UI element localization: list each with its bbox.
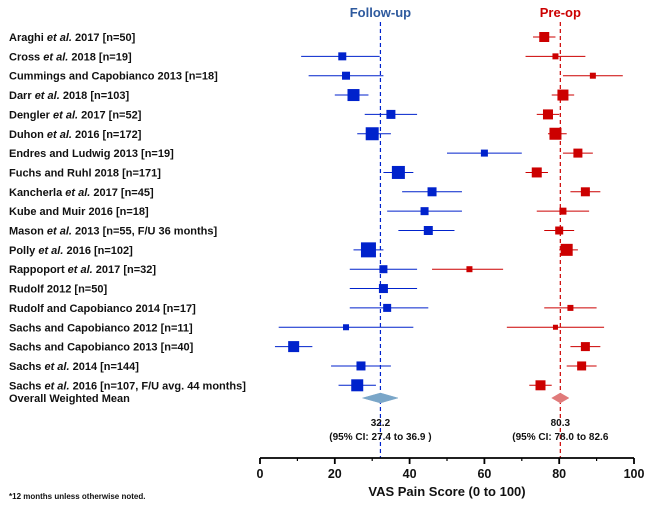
preop-point <box>573 148 583 158</box>
study-label: Sachs and Capobianco 2012 [n=11] <box>9 322 193 334</box>
study-label: Duhon et al. 2016 [n=172] <box>9 129 142 141</box>
preop-overall-value: 80.3 <box>551 418 571 429</box>
preop-point <box>589 72 596 79</box>
study-label: Mason et al. 2013 [n=55, F/U 36 months] <box>9 226 218 238</box>
followup-point <box>427 187 437 197</box>
study-label: Fuchs and Ruhl 2018 [n=171] <box>9 167 161 179</box>
followup-point <box>383 303 392 312</box>
followup-point <box>420 207 429 216</box>
x-tick-label: 60 <box>477 467 491 481</box>
followup-point <box>347 89 360 102</box>
x-axis: 0 20 40 60 80 100 VAS Pain Score (0 to 100) *12… <box>9 457 645 501</box>
study-label: Kube and Muir 2016 [n=18] <box>9 206 149 218</box>
x-axis-label: VAS Pain Score (0 to 100) <box>368 484 525 499</box>
preop-point <box>557 89 569 101</box>
preop-point <box>567 304 574 311</box>
study-label: Rudolf 2012 [n=50] <box>9 284 107 296</box>
x-tick-label: 40 <box>403 467 417 481</box>
followup-header: Follow-up <box>350 5 411 20</box>
preop-point <box>542 109 553 120</box>
preop-point <box>555 226 564 235</box>
preop-point <box>535 380 546 391</box>
x-tick-label: 100 <box>624 467 645 481</box>
preop-point <box>580 342 590 352</box>
followup-overall-diamond <box>361 392 399 404</box>
reference-lines: Follow-up Pre-op <box>350 5 581 458</box>
overall-weighted-mean: Overall Weighted Mean 32.2 (95% CI: 27.4 t… <box>9 392 609 443</box>
study-label: Araghi et al. 2017 [n=50] <box>9 32 136 44</box>
followup-point <box>360 242 376 258</box>
study-label: Cross et al. 2018 [n=19] <box>9 51 132 63</box>
overall-label: Overall Weighted Mean <box>9 393 130 405</box>
followup-point <box>379 265 388 274</box>
followup-point <box>365 127 379 141</box>
study-label: Darr et al. 2018 [n=103] <box>9 90 130 102</box>
study-label: Kancherla et al. 2017 [n=45] <box>9 187 154 199</box>
followup-point <box>480 149 488 157</box>
x-tick-label: 20 <box>328 467 342 481</box>
study-label: Sachs et al. 2014 [n=144] <box>9 361 139 373</box>
followup-point <box>288 341 300 353</box>
preop-point <box>466 266 473 273</box>
preop-header: Pre-op <box>540 5 581 20</box>
study-label: Rudolf and Capobianco 2014 [n=17] <box>9 303 196 315</box>
followup-point <box>356 361 366 371</box>
study-label: Sachs and Capobianco 2013 [n=40] <box>9 342 194 354</box>
followup-point <box>423 226 433 235</box>
followup-point <box>343 324 350 331</box>
preop-overall-diamond <box>551 392 570 404</box>
preop-point <box>577 361 587 371</box>
preop-point <box>549 127 562 140</box>
preop-point <box>531 167 542 178</box>
preop-point <box>580 187 590 197</box>
followup-point <box>378 284 388 294</box>
study-marks <box>274 32 623 392</box>
x-tick-label: 0 <box>257 467 264 481</box>
preop-point <box>539 32 550 42</box>
study-label: Endres and Ludwig 2013 [n=19] <box>9 148 174 160</box>
preop-point <box>552 53 559 60</box>
followup-point <box>351 379 364 392</box>
study-label: Cummings and Capobianco 2013 [n=18] <box>9 71 218 83</box>
preop-point <box>559 207 567 215</box>
study-label: Rappoport et al. 2017 [n=32] <box>9 264 156 276</box>
followup-point <box>338 52 347 61</box>
footnote: *12 months unless otherwise noted. <box>9 492 145 501</box>
followup-point <box>386 109 396 119</box>
study-label: Sachs et al. 2016 [n=107, F/U avg. 44 mo… <box>9 380 246 392</box>
x-tick-label: 80 <box>552 467 566 481</box>
preop-overall-ci: (95% CI: 78.0 to 82.6 <box>512 432 609 443</box>
preop-point <box>560 243 573 256</box>
study-label: Polly et al. 2016 [n=102] <box>9 245 133 257</box>
followup-point <box>342 71 351 80</box>
study-label: Dengler et al. 2017 [n=52] <box>9 109 142 121</box>
followup-point <box>391 165 405 179</box>
preop-point <box>552 324 558 330</box>
followup-overall-value: 32.2 <box>371 418 391 429</box>
study-labels: Araghi et al. 2017 [n=50] Cross et al. 20… <box>9 32 246 392</box>
followup-overall-ci: (95% CI: 27.4 to 36.9 ) <box>329 432 431 443</box>
